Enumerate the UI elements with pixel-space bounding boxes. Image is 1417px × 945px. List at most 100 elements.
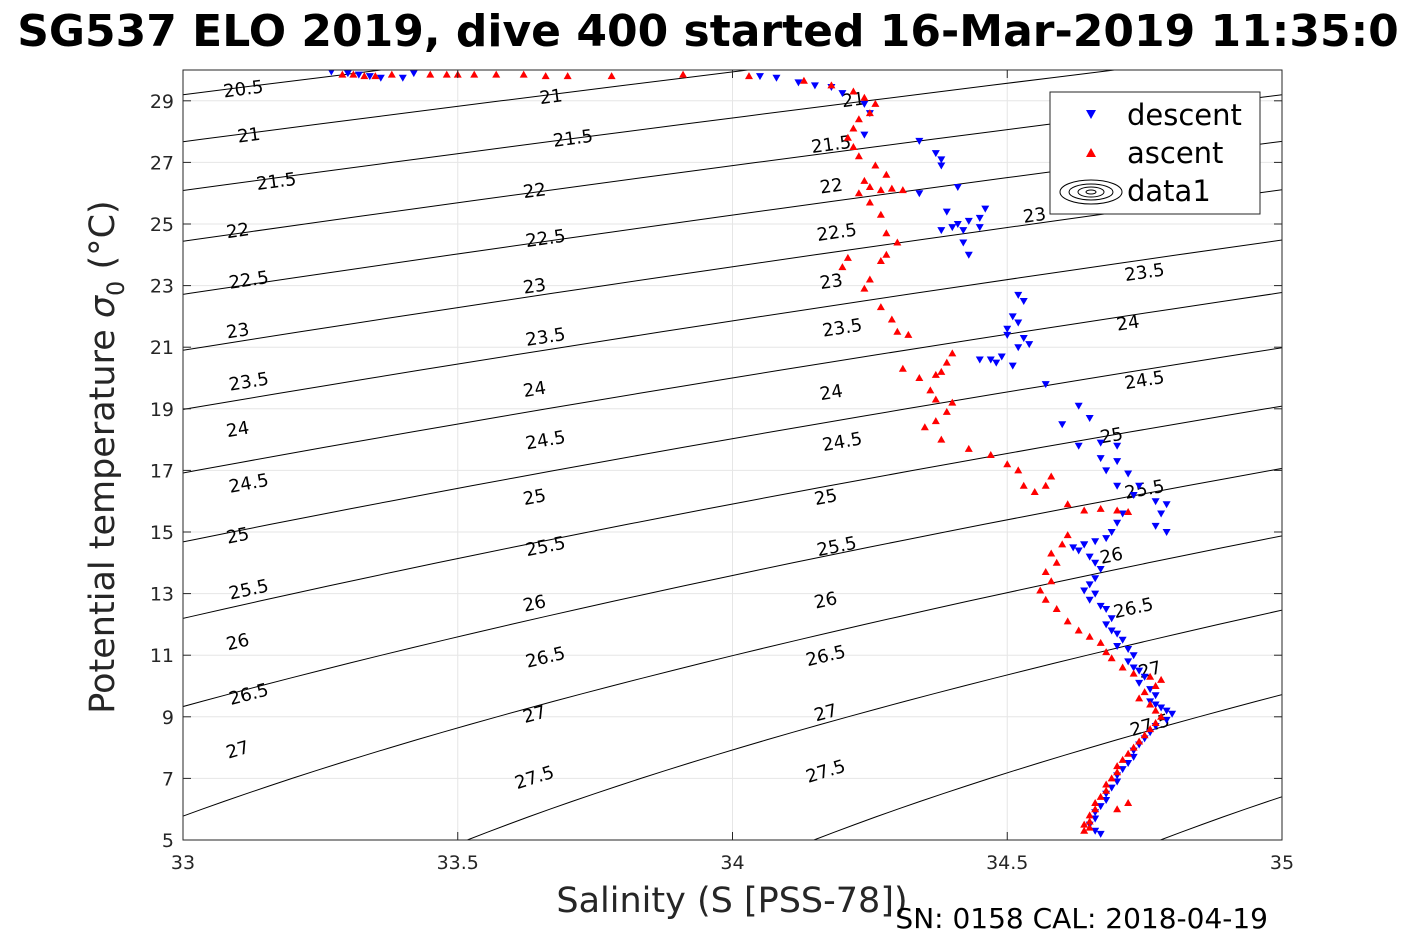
ascent-point: [1063, 500, 1072, 508]
contour-label: 21.5: [810, 132, 852, 158]
ascent-point: [1124, 799, 1133, 807]
ascent-point: [931, 417, 940, 425]
ascent-point: [1091, 799, 1100, 807]
y-tick-label: 11: [150, 645, 174, 667]
y-tick-label: 15: [150, 522, 174, 544]
contour-label: 25: [813, 485, 839, 510]
y-tick-label: 25: [150, 214, 174, 236]
ascent-point: [849, 87, 858, 95]
ascent-point: [871, 99, 880, 107]
ascent-point: [942, 407, 951, 415]
descent-point: [1102, 621, 1111, 629]
ascent-point: [1096, 638, 1105, 646]
ascent-point: [838, 263, 847, 271]
descent-point: [1113, 519, 1122, 527]
ascent-point: [1157, 712, 1166, 720]
descent-point: [1157, 704, 1166, 712]
ascent-point: [1085, 823, 1094, 831]
descent-point: [772, 74, 781, 82]
ascent-point: [986, 451, 995, 458]
ascent-point: [898, 364, 907, 372]
ascent-point: [1124, 507, 1133, 515]
ascent-point: [893, 327, 902, 335]
ascent-point: [338, 70, 347, 78]
descent-point: [1096, 830, 1105, 838]
descent-point: [1080, 587, 1089, 595]
ascent-point: [887, 315, 896, 323]
ascent-point: [541, 72, 550, 80]
legend: descent ascent data1: [1049, 91, 1261, 215]
descent-point: [1124, 760, 1133, 767]
descent-point: [997, 353, 1006, 361]
descent-point: [1085, 596, 1094, 604]
descent-point: [1113, 482, 1122, 490]
descent-point: [1107, 615, 1116, 623]
descent-point: [1107, 627, 1116, 635]
y-tick-label: 5: [162, 830, 174, 852]
marker-layer: [328, 70, 1177, 838]
contour-label: 21: [538, 85, 563, 109]
contour-label: 23: [522, 275, 548, 299]
ascent-point: [904, 330, 913, 338]
descent-point: [1113, 442, 1122, 450]
descent-point: [1025, 341, 1034, 349]
contour-label: 25: [1098, 424, 1124, 449]
descent-point: [354, 71, 363, 79]
descent-point: [1096, 439, 1105, 447]
ascent-point: [1096, 504, 1105, 512]
ascent-point: [876, 186, 885, 194]
descent-point: [755, 73, 764, 81]
ascent-point: [849, 143, 858, 150]
ascent-point: [843, 253, 852, 261]
ascent-point: [519, 70, 528, 78]
ascent-point: [426, 70, 435, 78]
y-axis-label-symbol: σ: [83, 294, 123, 318]
ascent-point: [1102, 648, 1111, 656]
ascent-point: [1052, 605, 1061, 612]
descent-point: [1151, 498, 1160, 506]
descent-point: [1074, 547, 1083, 555]
descent-point: [964, 217, 973, 225]
ascent-point: [1135, 737, 1144, 745]
ascent-point: [1140, 688, 1149, 696]
ascent-point: [887, 184, 896, 192]
descent-point: [1003, 331, 1012, 339]
descent-point: [1074, 442, 1083, 450]
ascent-point: [1085, 632, 1094, 640]
contour-label: 24: [1115, 311, 1141, 335]
descent-point: [964, 251, 973, 259]
ascent-point: [1113, 805, 1122, 813]
descent-point: [343, 70, 352, 78]
x-tick-label: 33.5: [437, 852, 479, 874]
descent-point: [1085, 581, 1094, 589]
x-tick-label: 34: [720, 852, 744, 874]
ascent-point: [1030, 487, 1039, 495]
ascent-point: [1058, 540, 1067, 548]
descent-point: [1113, 778, 1122, 786]
contour-label: 23: [225, 319, 251, 343]
ascent-point: [1151, 706, 1160, 714]
descent-point: [810, 82, 819, 90]
ascent-point: [1080, 826, 1089, 834]
descent-point: [1118, 636, 1127, 644]
ascent-point: [744, 72, 753, 80]
ascent-point: [898, 186, 907, 194]
ascent-point: [1102, 780, 1111, 788]
ascent-point: [865, 109, 874, 117]
descent-point: [981, 205, 990, 213]
legend-ascent-marker: [1086, 148, 1096, 157]
contour-label: 23: [818, 270, 844, 294]
isopycnal-line: [812, 694, 1282, 840]
ascent-point: [679, 70, 688, 78]
ascent-point: [849, 124, 858, 132]
ascent-point: [1080, 506, 1089, 514]
ascent-point: [1118, 663, 1127, 671]
ascent-point: [1146, 700, 1155, 708]
descent-point: [1091, 575, 1100, 583]
descent-point: [1113, 458, 1122, 466]
ascent-point: [860, 93, 869, 101]
ascent-point: [1063, 617, 1072, 625]
descent-point: [1008, 313, 1017, 321]
ascent-point: [876, 210, 885, 218]
descent-point: [1162, 707, 1171, 715]
